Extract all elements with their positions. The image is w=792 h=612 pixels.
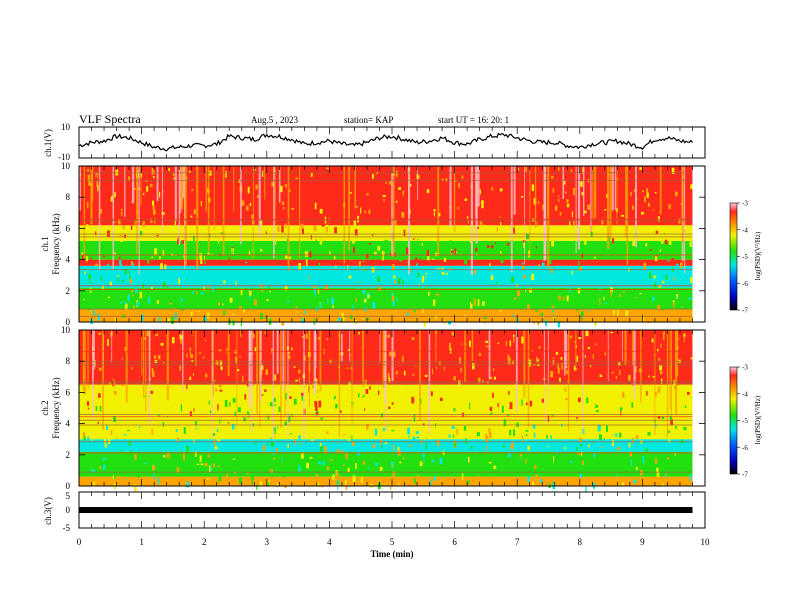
- ch1-spec-yticks: 0 2 4 6 8 10: [61, 161, 705, 327]
- xtick-label: 1: [139, 537, 144, 547]
- ch3-ytick-mid: 0: [66, 505, 71, 515]
- xtick-label: 8: [578, 537, 583, 547]
- ytick-label: 6: [66, 223, 71, 233]
- ch1-colorbar: -3 -4 -5 -6 -7 log(PSD)(V²/Hz): [729, 200, 762, 315]
- ch1-spec-ylabel: ch.1: [40, 236, 50, 251]
- colorbar-tick-label: -4: [742, 390, 748, 398]
- xtick-label: 3: [265, 537, 270, 547]
- colorbar-tick-label: -3: [742, 200, 748, 208]
- ch2-spectrogram-panel: [78, 329, 706, 493]
- ch3-waveform-trace: [79, 507, 693, 513]
- ch1-ylabel: ch.1(V): [43, 129, 53, 157]
- colorbar-tick-label: -5: [742, 253, 748, 261]
- ytick-label: 2: [66, 450, 71, 460]
- xtick-label: 2: [202, 537, 207, 547]
- colorbar-tick-label: -4: [742, 226, 748, 234]
- ch1-spec-ylabel-freq: Frequency (kHz): [51, 213, 61, 274]
- ch1-waveform-trace: [78, 132, 693, 152]
- ch1-ytick-top: 10: [61, 122, 71, 132]
- ch2-colorbar: -3 -4 -5 -6 -7 log(PSD)(V²/Hz): [729, 364, 762, 479]
- ch3-ylabel: ch.3(V): [43, 497, 53, 525]
- colorbar-tick-label: -6: [742, 280, 748, 288]
- ytick-label: 0: [66, 481, 71, 491]
- ch1-spectrogram-panel: [78, 165, 706, 328]
- xtick-label: 7: [515, 537, 520, 547]
- ch3-ytick-bottom: -5: [63, 523, 71, 533]
- ch2-spec-yticks: 0 2 4 6 8 10: [61, 325, 705, 491]
- ytick-label: 6: [66, 387, 71, 397]
- colorbar-tick-label: -3: [742, 364, 748, 372]
- colorbar-tick-label: -7: [742, 307, 748, 315]
- ytick-label: 4: [66, 419, 71, 429]
- ch3-ytick-top: 5: [66, 491, 71, 501]
- ytick-label: 8: [66, 356, 71, 366]
- xtick-label: 10: [701, 537, 711, 547]
- figure-title: VLF Spectra: [79, 112, 141, 126]
- ytick-label: 10: [61, 325, 71, 335]
- ytick-label: 2: [66, 286, 71, 296]
- xaxis-label: Time (min): [370, 549, 413, 559]
- ch1-ytick-bottom: -10: [58, 152, 70, 162]
- time-axis-tick-labels: 0 1 2 3 4 5 6 7 8 9 10: [77, 537, 710, 547]
- colorbar-tick-label: -5: [742, 417, 748, 425]
- ytick-label: 10: [61, 161, 71, 171]
- time-axis-ticks: [78, 127, 706, 528]
- ch2-spec-ylabel: ch.2: [40, 400, 50, 415]
- ch2-colorbar-label: log(PSD)(V²/Hz): [754, 395, 762, 444]
- xtick-label: 6: [452, 537, 457, 547]
- ytick-label: 0: [66, 317, 71, 327]
- ytick-label: 4: [66, 255, 71, 265]
- xtick-label: 0: [77, 537, 82, 547]
- ch1-colorbar-label: log(PSD)(V²/Hz): [754, 231, 762, 280]
- xtick-label: 9: [640, 537, 645, 547]
- xtick-label: 5: [390, 537, 395, 547]
- colorbar-tick-label: -7: [742, 471, 748, 479]
- station-label: station= KAP: [344, 115, 393, 125]
- xtick-label: 4: [327, 537, 332, 547]
- ytick-label: 8: [66, 192, 71, 202]
- ch2-spec-ylabel-freq: Frequency (kHz): [51, 377, 61, 438]
- date-label: Aug.5 , 2023: [251, 115, 298, 125]
- start-time-label: start UT = 16: 20: 1: [438, 115, 509, 125]
- colorbar-tick-label: -6: [742, 444, 748, 452]
